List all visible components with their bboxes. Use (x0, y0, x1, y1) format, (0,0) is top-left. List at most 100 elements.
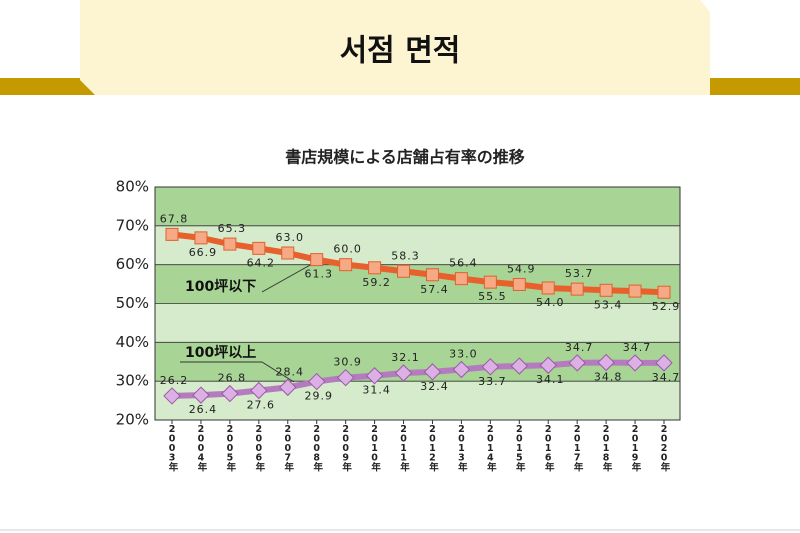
marker (510, 357, 529, 375)
data-label: 31.4 (362, 384, 391, 397)
x-tick-label: 2010年 (369, 424, 381, 472)
grid-band (155, 187, 680, 226)
data-label: 34.7 (565, 341, 594, 354)
marker (281, 246, 295, 260)
y-tick-label: 30% (116, 372, 149, 390)
data-label: 28.4 (276, 365, 305, 378)
chart-title: 書店規模による店舗占有率の推移 (285, 148, 525, 167)
y-tick-label: 80% (116, 178, 149, 196)
marker (397, 264, 411, 278)
marker (394, 364, 413, 382)
marker (481, 358, 500, 376)
x-tick-label: 2020年 (659, 424, 671, 472)
marker (223, 237, 237, 251)
marker (339, 258, 353, 272)
x-tick-label: 2013年 (456, 424, 468, 472)
data-label: 27.6 (247, 398, 276, 411)
header-banner (80, 0, 710, 95)
marker (452, 360, 471, 379)
marker (626, 354, 644, 372)
leader-line (261, 361, 295, 383)
data-label: 57.4 (420, 283, 449, 296)
x-tick-label: 2012年 (427, 424, 439, 472)
series-label: 100坪以下 (185, 279, 256, 295)
grid-band (155, 303, 680, 343)
marker (599, 283, 613, 297)
marker (250, 381, 268, 400)
y-tick-label: 50% (116, 294, 149, 312)
marker (165, 227, 179, 241)
x-tick-label: 2014年 (485, 424, 497, 472)
data-label: 53.7 (565, 267, 594, 280)
data-label: 53.4 (594, 298, 623, 311)
marker (163, 387, 181, 405)
marker (541, 281, 555, 295)
data-label: 26.4 (189, 403, 218, 416)
leader-line (261, 263, 313, 293)
marker (570, 282, 584, 296)
data-label: 55.5 (478, 290, 507, 303)
marker (307, 372, 326, 391)
data-label: 60.0 (333, 243, 362, 256)
data-label: 67.8 (160, 212, 189, 225)
plot-frame (154, 186, 681, 421)
x-tick-label: 2015年 (514, 424, 526, 472)
data-label: 32.4 (420, 380, 449, 393)
data-label: 52.9 (652, 300, 681, 313)
marker (483, 275, 497, 289)
x-tick-label: 2007年 (282, 424, 294, 472)
x-tick-label: 2018年 (601, 424, 613, 472)
data-label: 32.1 (391, 351, 420, 364)
data-label: 61.3 (304, 268, 333, 281)
x-tick-label: 2019年 (630, 424, 642, 472)
y-tick-label: 60% (116, 255, 149, 273)
marker (192, 386, 210, 404)
x-tick-label: 2008年 (311, 424, 323, 472)
marker (423, 363, 442, 381)
data-label: 26.8 (218, 372, 247, 385)
x-tick-label: 2016年 (543, 424, 555, 472)
marker (597, 353, 615, 372)
marker (310, 253, 324, 267)
data-label: 34.1 (536, 373, 565, 386)
marker (279, 378, 297, 397)
marker (365, 367, 384, 385)
y-tick-label: 40% (116, 333, 149, 351)
data-label: 34.7 (652, 371, 681, 384)
x-tick-label: 2009年 (340, 424, 352, 472)
x-tick-label: 2006年 (253, 424, 265, 472)
marker (336, 368, 355, 387)
data-label: 63.0 (276, 231, 305, 244)
y-tick-label: 70% (116, 216, 149, 234)
x-tick-label: 2011年 (398, 424, 410, 472)
marker (425, 268, 439, 282)
marker (368, 261, 382, 275)
data-label: 34.8 (594, 371, 623, 384)
data-label: 64.2 (247, 256, 276, 269)
data-label: 54.0 (536, 296, 565, 309)
data-label: 34.7 (623, 341, 652, 354)
data-label: 33.7 (478, 375, 507, 388)
data-label: 30.9 (333, 356, 362, 369)
data-label: 58.3 (391, 249, 420, 262)
marker (568, 354, 586, 372)
data-label: 26.2 (160, 374, 189, 387)
marker (628, 284, 642, 298)
marker (539, 356, 557, 374)
data-label: 65.3 (218, 222, 247, 235)
slide-title: 서점 면적 (340, 34, 461, 69)
marker (655, 354, 673, 372)
data-label: 29.9 (304, 390, 333, 403)
marker (657, 285, 671, 299)
marker (252, 241, 266, 255)
marker (454, 272, 468, 286)
series-label: 100坪以上 (185, 345, 256, 361)
grid-band (155, 381, 680, 420)
data-label: 54.9 (507, 262, 536, 275)
marker (512, 277, 526, 291)
x-tick-label: 2003年 (167, 424, 179, 472)
y-tick-label: 20% (116, 411, 149, 429)
data-label: 33.0 (449, 348, 478, 361)
marker (221, 384, 239, 403)
